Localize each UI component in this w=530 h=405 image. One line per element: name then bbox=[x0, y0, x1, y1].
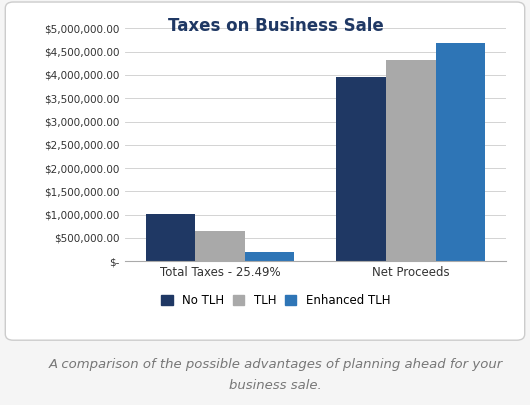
Text: Taxes on Business Sale: Taxes on Business Sale bbox=[167, 17, 384, 35]
Text: A comparison of the possible advantages of planning ahead for your
business sale: A comparison of the possible advantages … bbox=[48, 358, 503, 392]
Bar bbox=[337, 77, 386, 261]
Bar bbox=[436, 43, 485, 261]
Bar bbox=[386, 60, 436, 261]
Bar bbox=[146, 214, 195, 261]
Bar bbox=[245, 252, 294, 261]
Bar bbox=[195, 231, 245, 261]
Legend: No TLH, TLH, Enhanced TLH: No TLH, TLH, Enhanced TLH bbox=[156, 290, 395, 312]
